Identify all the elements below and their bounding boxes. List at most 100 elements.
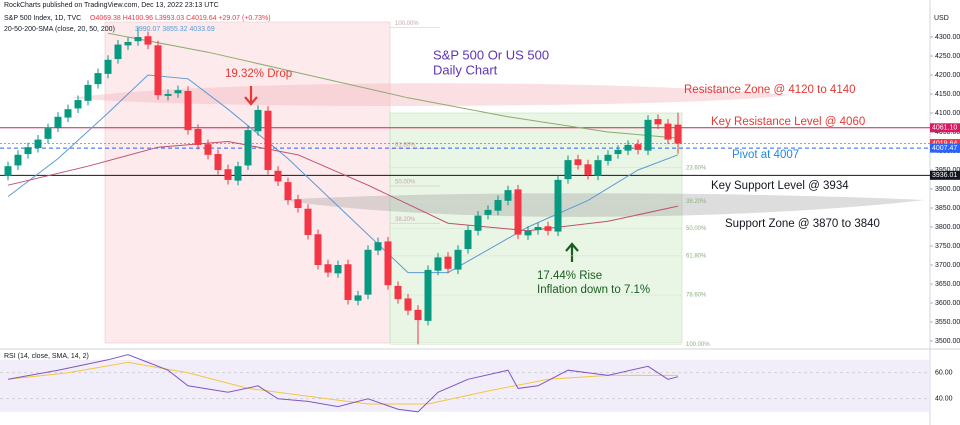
candle-body (384, 241, 392, 286)
candle-body (524, 230, 532, 236)
candle-body (284, 182, 292, 201)
candle-body (174, 90, 182, 94)
candle-body (414, 309, 422, 321)
candle-body (434, 257, 442, 271)
candle-body (574, 159, 582, 166)
candle-body (664, 123, 672, 140)
candle-body (534, 227, 542, 231)
sma-line (7, 74, 679, 274)
rsi-band (0, 359, 930, 412)
candle-body (274, 170, 282, 182)
candle-body (234, 166, 242, 181)
chart-title: S&P 500 Or US 500 (433, 47, 549, 62)
price-tag (930, 143, 960, 153)
fib-label: 50.00% (395, 180, 416, 186)
rsi-tick-label: 60.00 (935, 370, 953, 377)
price-tag (930, 123, 960, 133)
candle-body (34, 139, 42, 148)
candle-body (644, 119, 652, 151)
fib-label: 23.60% (686, 165, 707, 171)
y-tick-label: 3650.00 (935, 281, 960, 288)
candle-body (224, 169, 232, 180)
y-tick-label: 4150.00 (935, 91, 960, 98)
price-tag (930, 139, 960, 149)
candle-body (134, 37, 142, 42)
candle-body (394, 285, 402, 300)
y-tick-label: 3850.00 (935, 205, 960, 212)
candle-body (14, 154, 22, 166)
candle-body (374, 242, 382, 251)
fib-label: 100.00% (686, 342, 710, 348)
candle-body (144, 36, 152, 45)
fib-label: 38.20% (395, 217, 416, 223)
candle-body (64, 109, 72, 118)
publisher: RockCharts published on TradingView.com,… (4, 2, 219, 9)
y-tick-label: 3600.00 (935, 300, 960, 307)
candle-body (364, 249, 372, 295)
candle-body (334, 265, 342, 274)
y-tick-label: 3800.00 (935, 224, 960, 231)
candle-body (464, 230, 472, 250)
candle-body (424, 269, 432, 321)
candle-body (614, 149, 622, 155)
annotation: Pivot at 4007 (732, 149, 799, 161)
price-tag-label: 4061.10 (932, 125, 957, 132)
annotation: Resistance Zone @ 4120 to 4140 (684, 84, 856, 96)
symbol: S&P 500 Index, 1D, TVC (4, 15, 81, 22)
rsi-sma-line (7, 361, 678, 405)
candle-body (84, 84, 92, 101)
candle-body (404, 298, 412, 311)
sma-values: 3990.07 3855.32 4033.69 (135, 26, 215, 33)
sma-line (107, 32, 679, 139)
annotation: 17.44% Rise (537, 270, 602, 282)
candle-body (564, 160, 572, 180)
candle-body (4, 166, 12, 176)
annotation: Inflation down to 7.1% (537, 284, 650, 296)
y-tick-label: 3550.00 (935, 319, 960, 326)
candle-body (494, 200, 502, 211)
candle-body (634, 144, 642, 150)
candle-body (54, 116, 62, 128)
y-tick-label: 3500.00 (935, 338, 960, 345)
candle-body (154, 45, 162, 96)
candle-body (354, 295, 362, 301)
candle-body (194, 128, 202, 145)
sma-line (7, 140, 679, 232)
candle-body (304, 208, 312, 235)
candle-body (244, 130, 252, 166)
candle-body (504, 190, 512, 201)
price-tag-label: 3936.01 (932, 172, 957, 179)
y-tick-label: 4200.00 (935, 72, 960, 79)
chart-subtitle: Daily Chart (433, 62, 498, 77)
candle-body (94, 73, 102, 85)
candle-body (44, 128, 52, 139)
candle-body (594, 160, 602, 176)
fib-label: 38.20% (686, 199, 707, 205)
candle-body (604, 154, 612, 161)
y-tick-label: 4100.00 (935, 110, 960, 117)
fib-label: 61.80% (686, 253, 707, 259)
rise-arrow (565, 242, 579, 262)
candle-body (474, 215, 482, 231)
candle-body (74, 100, 82, 109)
y-tick-label: 3900.00 (935, 186, 960, 193)
candle-body (264, 110, 272, 170)
candle-body (114, 44, 122, 60)
fib-label: 61.80% (395, 142, 416, 148)
candle-body (164, 94, 172, 96)
price-tag (930, 170, 960, 180)
candle-body (444, 256, 452, 269)
candle-body (584, 164, 592, 175)
price-tag-label: 4007.47 (932, 145, 957, 152)
y-tick-label: 4300.00 (935, 34, 960, 41)
candle-body (104, 59, 112, 74)
ohlc: O4069.38 H4100.96 L3993.03 C4019.64 +29.… (90, 15, 271, 22)
candle-body (314, 234, 322, 265)
candle-body (324, 264, 332, 273)
currency: USD (934, 15, 949, 22)
candle-body (454, 249, 462, 270)
candle-body (624, 144, 632, 151)
candle-body (554, 179, 562, 232)
